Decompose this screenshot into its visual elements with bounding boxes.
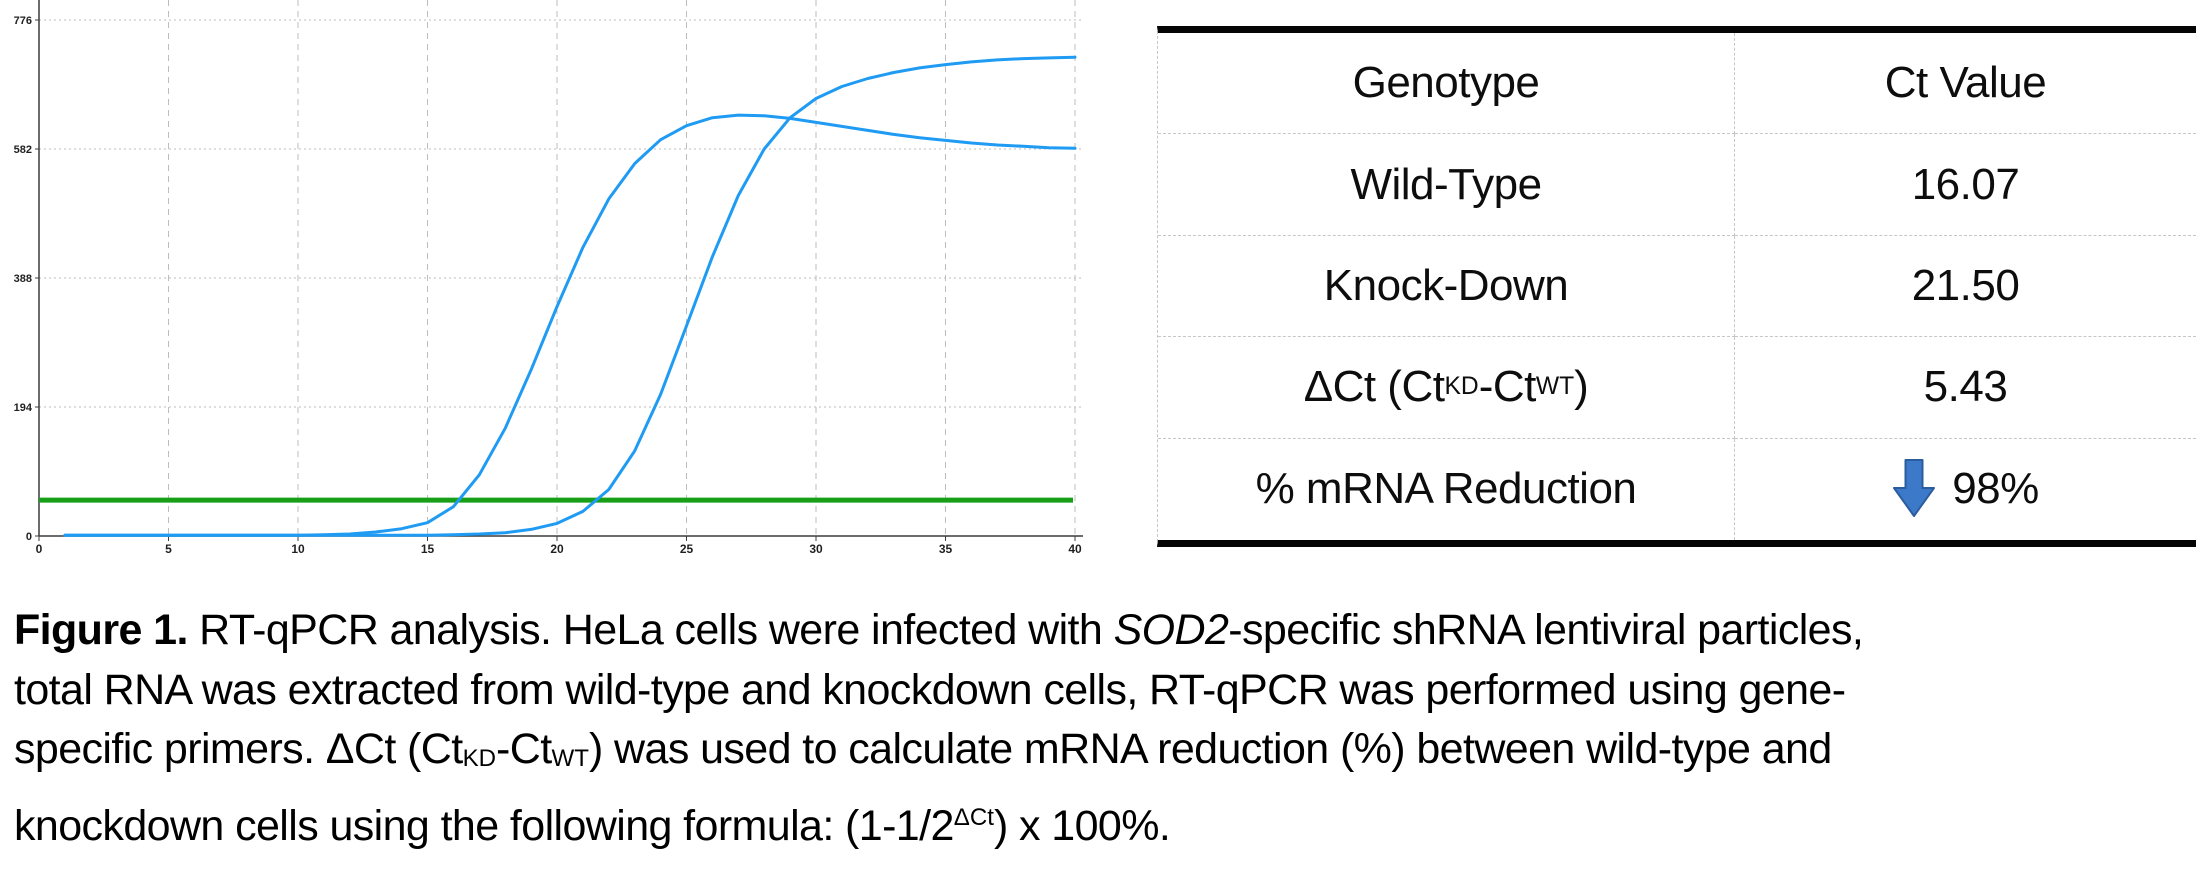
reduction-percent: 98% [1952,464,2039,514]
ct-value-table: Genotype Ct Value Wild-Type 16.07 Knock-… [1157,26,2196,547]
row-wildtype-label: Wild-Type [1158,134,1735,236]
amplification-curve-Wild-Type [63,113,1077,537]
caption-line-4: knockdown cells using the following form… [14,802,1171,851]
row-deltact-label: ΔCt (Ct KD -Ct WT) [1158,337,1735,439]
caption-line-1: Figure 1. RT-qPCR analysis. HeLa cells w… [14,606,1864,654]
y-tick-label: 0 [26,531,32,543]
x-tick-label: 40 [1068,542,1082,556]
y-tick-label: 582 [14,144,32,156]
caption-line-2: total RNA was extracted from wild-type a… [14,665,1846,714]
figure-caption: Figure 1. RT-qPCR analysis. HeLa cells w… [14,601,2194,857]
x-tick-label: 5 [165,542,172,556]
qpcr-amplification-plot: 0 5 10 15 20 25 30 35 40 0 194 388 582 776 [0,0,1090,560]
row-wildtype-value: 16.07 [1735,134,2196,236]
x-tick-label: 10 [291,542,305,556]
reduction-value-group: 98% [1892,458,2039,520]
down-arrow-shape [1893,459,1936,518]
row-knockdown-value: 21.50 [1735,236,2196,338]
caption-line-3: specific primers. ΔCt (CtKD-CtWT) was us… [14,725,1832,773]
row-knockdown-label: Knock-Down [1158,235,1735,338]
x-tick-label: 0 [36,542,43,556]
down-arrow-icon [1893,459,1936,518]
x-tick-label: 30 [809,542,823,556]
row-deltact-value: 5.43 [1735,337,2196,439]
x-tick-label: 15 [421,542,435,556]
y-tick-label: 776 [14,15,32,27]
y-tick-label: 194 [14,402,33,414]
x-tick-label: 35 [939,542,953,556]
table-header-genotype: Genotype [1158,33,1735,135]
table-header-ct-value: Ct Value [1735,33,2196,135]
x-tick-label: 20 [550,542,564,556]
x-tick-label: 25 [680,542,694,556]
row-mrna-reduction-label: % mRNA Reduction [1158,438,1735,540]
amplification-curve-Knock-Down [63,55,1077,537]
y-tick-label: 388 [14,273,32,285]
row-mrna-reduction-value: 98% [1735,439,2196,540]
qpcr-chart-svg: 0 5 10 15 20 25 30 35 40 0 194 388 582 776 [14,0,1083,556]
